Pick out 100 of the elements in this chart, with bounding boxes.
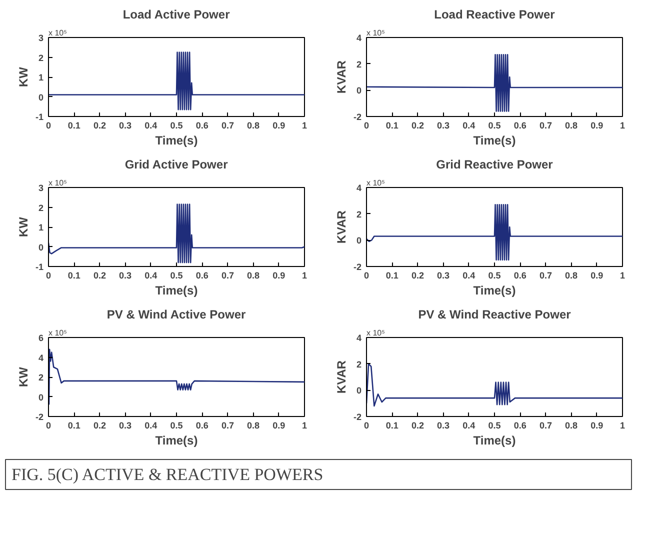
x-tick-label: 0.4 <box>144 270 158 280</box>
text: x 10⁵ <box>48 178 67 188</box>
y-axis-title: KVAR <box>334 360 348 394</box>
y-tick-label: 0 <box>356 386 362 396</box>
x-tick-label: 0.5 <box>170 120 183 130</box>
y-tick-label: -1 <box>36 262 44 272</box>
y-tick-label: -2 <box>354 262 362 272</box>
y-tick-label: 2 <box>38 372 44 382</box>
y-tick-label: 4 <box>356 333 362 343</box>
x-axis-title: Time(s) <box>473 284 516 298</box>
x-tick-label: 1 <box>620 120 626 130</box>
x-tick-label: 0.3 <box>119 270 132 280</box>
x-tick-label: 0.2 <box>93 270 106 280</box>
chart-title: Grid Reactive Power <box>436 158 554 172</box>
x-tick-label: 0.3 <box>119 420 132 430</box>
x-tick-label: 0.7 <box>539 120 552 130</box>
x-tick-label: 0.8 <box>247 270 260 280</box>
x-tick-label: 0.5 <box>488 420 501 430</box>
y-tick-label: 2 <box>38 202 44 213</box>
x-axis-title: Time(s) <box>155 434 198 448</box>
x-tick-label: 0.1 <box>68 420 80 430</box>
y-tick-label: 2 <box>356 59 362 70</box>
x-tick-label: 1 <box>302 120 308 130</box>
x-tick-label: 0.3 <box>437 120 450 130</box>
y-tick-label: 0 <box>38 242 44 252</box>
x-axis-title: Time(s) <box>473 134 516 148</box>
x-tick-label: 0.7 <box>539 270 552 280</box>
x-tick-label: 0.3 <box>437 420 450 430</box>
x-tick-label: 0.2 <box>411 270 424 280</box>
y-tick-label: 6 <box>38 333 44 343</box>
y-tick-label: -2 <box>36 412 44 422</box>
y-tick-label: -2 <box>354 112 362 122</box>
y-axis-title: KW <box>16 366 30 387</box>
y-tick-label: 2 <box>38 52 44 63</box>
x-tick-label: 0 <box>46 420 52 430</box>
x-tick-label: 1 <box>620 270 626 280</box>
y-tick-label: 4 <box>356 33 362 43</box>
x-tick-label: 0 <box>46 270 52 280</box>
chart-title: Load Active Power <box>122 8 230 22</box>
x-tick-label: 0 <box>46 120 52 130</box>
chart-title: Grid Active Power <box>124 158 228 172</box>
x-tick-label: 0.2 <box>411 120 424 130</box>
x-tick-label: 1 <box>302 270 308 280</box>
x-tick-label: 0.5 <box>170 420 183 430</box>
x-tick-label: 0.2 <box>93 420 106 430</box>
y-tick-label: 0 <box>356 236 362 246</box>
x-tick-label: 0.3 <box>119 120 132 130</box>
y-tick-label: 4 <box>356 183 362 193</box>
x-tick-label: 0.6 <box>196 420 208 430</box>
y-tick-label: 1 <box>38 222 44 232</box>
x-tick-label: 0.4 <box>462 120 476 130</box>
x-tick-label: 0.8 <box>247 120 260 130</box>
x-tick-label: 0.4 <box>144 420 158 430</box>
x-tick-label: 1 <box>620 420 626 430</box>
x-tick-label: 0.8 <box>565 120 578 130</box>
x-tick-label: 0.3 <box>437 270 450 280</box>
x-tick-label: 0.7 <box>221 420 234 430</box>
y-tick-label: 0 <box>38 92 44 102</box>
x-tick-label: 0.5 <box>488 270 501 280</box>
x-tick-label: 0.4 <box>462 420 476 430</box>
y-axis-title: KW <box>16 216 30 237</box>
x-tick-label: 0.1 <box>386 270 398 280</box>
x-tick-label: 0.8 <box>565 270 578 280</box>
x-tick-label: 0.5 <box>488 120 501 130</box>
x-axis-title: Time(s) <box>473 434 516 448</box>
x-tick-label: 0.9 <box>590 270 604 280</box>
caption: FIG. 5(C) ACTIVE & REACTIVE POWERS <box>12 465 324 484</box>
annotation: x 10⁵ <box>366 178 385 188</box>
x-tick-label: 0.1 <box>386 420 398 430</box>
y-tick-label: 1 <box>38 72 44 82</box>
x-tick-label: 0.4 <box>144 120 158 130</box>
x-tick-label: 0.7 <box>539 420 552 430</box>
text: x 10⁵ <box>48 28 67 38</box>
y-tick-label: 3 <box>38 33 44 43</box>
x-tick-label: 0.6 <box>196 270 208 280</box>
y-axis-title: KW <box>16 66 30 87</box>
x-tick-label: 0.1 <box>68 270 80 280</box>
y-tick-label: 0 <box>38 392 44 402</box>
x-tick-label: 0 <box>364 270 370 280</box>
text: x 10⁵ <box>48 328 67 338</box>
x-tick-label: 0.7 <box>221 120 234 130</box>
y-tick-label: 0 <box>356 86 362 96</box>
annotation: x 10⁵ <box>366 328 385 338</box>
x-tick-label: 0.5 <box>170 270 183 280</box>
x-tick-label: 0.4 <box>462 270 476 280</box>
y-tick-label: -1 <box>36 112 44 122</box>
x-tick-label: 0.1 <box>386 120 398 130</box>
y-axis-title: KVAR <box>334 60 348 94</box>
x-tick-label: 0.6 <box>514 120 526 130</box>
x-tick-label: 0 <box>364 120 370 130</box>
x-tick-label: 0.1 <box>68 120 80 130</box>
x-tick-label: 0.6 <box>514 270 526 280</box>
x-tick-label: 0.9 <box>272 420 286 430</box>
x-tick-label: 0.6 <box>196 120 208 130</box>
x-tick-label: 0.2 <box>93 120 106 130</box>
x-axis-title: Time(s) <box>155 284 198 298</box>
x-tick-label: 0 <box>364 420 370 430</box>
x-tick-label: 0.9 <box>272 270 286 280</box>
x-tick-label: 0.7 <box>221 270 234 280</box>
x-tick-label: 0.2 <box>411 420 424 430</box>
